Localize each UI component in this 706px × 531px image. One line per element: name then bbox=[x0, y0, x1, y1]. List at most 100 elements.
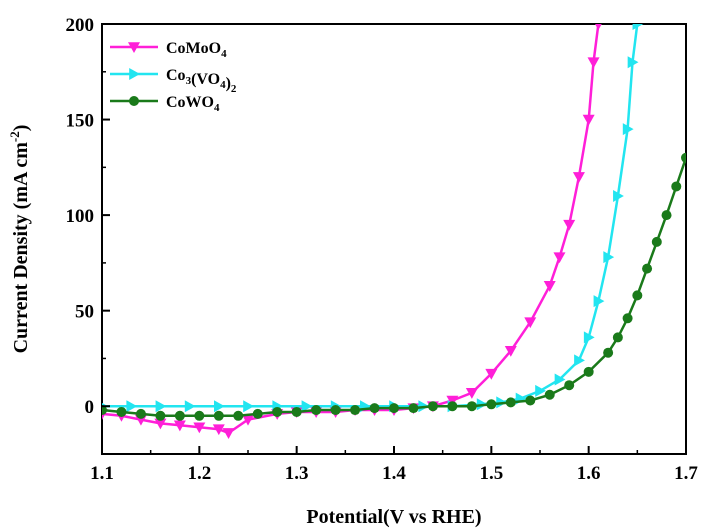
data-point-marker bbox=[272, 406, 283, 417]
data-point-marker bbox=[446, 395, 459, 407]
data-point-marker bbox=[252, 408, 263, 419]
series-line bbox=[102, 24, 600, 435]
data-point-marker bbox=[505, 397, 516, 408]
x-tick-label: 1.5 bbox=[479, 463, 503, 484]
data-point-marker bbox=[154, 418, 167, 430]
data-point-marker bbox=[485, 368, 498, 380]
y-tick-label: 150 bbox=[66, 111, 95, 132]
data-point-marker bbox=[174, 410, 185, 421]
legend-label: CoWO4 bbox=[166, 94, 220, 114]
data-point-marker bbox=[129, 96, 139, 106]
data-point-marker bbox=[627, 56, 639, 69]
legend-item: CoWO4 bbox=[110, 94, 220, 114]
x-tick-label: 1.6 bbox=[577, 463, 601, 484]
y-axis-ticks: 0 50 100 150 200 bbox=[66, 15, 110, 418]
plot-frame bbox=[101, 23, 687, 455]
data-point-marker bbox=[671, 181, 682, 192]
data-point-marker bbox=[681, 152, 686, 163]
data-point-marker bbox=[583, 331, 595, 344]
x-tick-label: 1.3 bbox=[285, 463, 309, 484]
x-tick-label: 1.2 bbox=[187, 463, 211, 484]
series-layer bbox=[102, 24, 686, 439]
y-tick-label: 0 bbox=[85, 397, 95, 418]
data-point-marker bbox=[465, 388, 478, 399]
data-point-marker bbox=[126, 400, 138, 413]
data-point-marker bbox=[504, 346, 517, 357]
data-point-marker bbox=[155, 410, 166, 421]
x-tick-label: 1.4 bbox=[382, 463, 406, 484]
y-axis-title-close: ) bbox=[10, 125, 32, 132]
data-point-marker bbox=[587, 57, 600, 69]
data-point-marker bbox=[622, 123, 634, 136]
data-point-marker bbox=[242, 414, 254, 426]
data-point-marker bbox=[214, 400, 225, 413]
x-axis-title: Potential(V vs RHE) bbox=[306, 506, 481, 528]
data-point-marker bbox=[582, 114, 595, 126]
data-point-marker bbox=[564, 380, 575, 391]
data-point-marker bbox=[466, 401, 477, 412]
series-CoWO4 bbox=[102, 152, 686, 421]
data-point-marker bbox=[408, 403, 419, 414]
data-point-marker bbox=[350, 405, 361, 416]
data-point-marker bbox=[212, 424, 225, 436]
y-tick-label: 100 bbox=[66, 206, 95, 227]
x-tick-label: 1.1 bbox=[90, 463, 114, 484]
plot-area: 1.1 1.2 1.3 1.4 1.5 1.6 1.7 0 50 100 150 200 bbox=[66, 15, 699, 484]
data-point-marker bbox=[193, 422, 206, 434]
data-point-marker bbox=[603, 251, 615, 264]
data-point-marker bbox=[173, 420, 186, 432]
data-point-marker bbox=[369, 403, 380, 414]
data-point-marker bbox=[543, 281, 556, 292]
legend-item: CoMoO4 bbox=[110, 40, 227, 60]
data-point-marker bbox=[525, 395, 536, 406]
data-point-marker bbox=[330, 405, 341, 416]
data-point-marker bbox=[311, 405, 322, 416]
data-point-marker bbox=[612, 332, 623, 343]
data-point-marker bbox=[544, 389, 555, 400]
data-point-marker bbox=[593, 295, 605, 308]
y-tick-label: 200 bbox=[66, 15, 95, 36]
legend-item: Co3(VO4)2 bbox=[110, 67, 237, 95]
data-point-marker bbox=[613, 190, 624, 202]
y-axis-title: Current Density (mA cm-2) bbox=[7, 125, 32, 354]
data-point-marker bbox=[135, 408, 146, 419]
data-point-marker bbox=[301, 400, 313, 413]
data-point-marker bbox=[583, 366, 594, 377]
data-point-marker bbox=[129, 68, 140, 80]
x-tick-label: 1.7 bbox=[674, 463, 698, 484]
y-tick-label: 50 bbox=[75, 302, 94, 323]
legend-label: Co3(VO4)2 bbox=[166, 67, 237, 95]
data-point-marker bbox=[447, 401, 458, 412]
legend-label: CoMoO4 bbox=[166, 40, 227, 60]
data-point-marker bbox=[524, 317, 537, 329]
series-line bbox=[102, 157, 686, 418]
y-axis-title-superscript: -2 bbox=[7, 131, 22, 142]
data-point-marker bbox=[291, 406, 302, 417]
data-point-marker bbox=[389, 403, 399, 414]
data-point-marker bbox=[603, 347, 614, 358]
y-axis-title-group: Current Density (mA cm-2) bbox=[7, 125, 32, 354]
data-point-marker bbox=[155, 400, 167, 413]
data-point-marker bbox=[595, 24, 602, 30]
data-point-marker bbox=[553, 252, 566, 264]
data-point-marker bbox=[622, 313, 633, 324]
data-point-marker bbox=[574, 354, 585, 367]
data-point-marker bbox=[554, 373, 566, 386]
data-point-marker bbox=[233, 410, 244, 421]
x-axis-ticks: 1.1 1.2 1.3 1.4 1.5 1.6 1.7 bbox=[90, 446, 698, 484]
data-point-marker bbox=[116, 406, 127, 417]
data-point-marker bbox=[128, 42, 140, 53]
data-point-marker bbox=[661, 210, 672, 221]
data-point-marker bbox=[194, 410, 205, 421]
data-point-marker bbox=[642, 263, 653, 274]
data-point-marker bbox=[563, 219, 576, 231]
data-point-marker bbox=[102, 405, 107, 416]
y-axis-title-main: Current Density (mA cm bbox=[10, 142, 32, 354]
data-point-marker bbox=[427, 401, 438, 412]
data-point-marker bbox=[651, 236, 662, 247]
data-point-marker bbox=[213, 410, 224, 421]
data-point-marker bbox=[222, 428, 235, 439]
data-point-marker bbox=[243, 400, 254, 413]
